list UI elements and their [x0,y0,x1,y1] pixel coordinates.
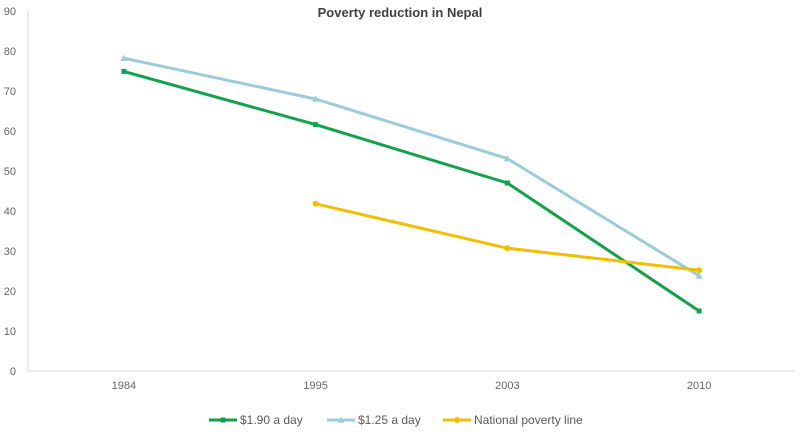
data-point-1-25-a-day [312,95,320,102]
legend-label-1-25-a-day: $1.25 a day [358,413,421,427]
x-tick-label: 1995 [303,380,327,392]
legend-marker-1-25-a-day [337,416,345,423]
data-point-national-poverty-line [696,267,703,274]
x-tick-label: 2010 [687,380,711,392]
y-tick-label: 80 [4,46,16,58]
y-tick-label: 90 [4,6,16,18]
y-tick-label: 20 [4,286,16,298]
data-point-1-90-a-day [313,122,319,128]
y-tick-label: 30 [4,246,16,258]
data-point-1-90-a-day [121,68,127,74]
x-tick-labels: 1984 1995 2003 2010 [112,380,712,392]
legend-label-national-poverty-line: National poverty line [474,413,583,427]
legend: $1.90 a day $1.25 a day National poverty l… [209,413,583,427]
series-line-national-poverty-line [314,202,701,272]
data-point-1-25-a-day [503,155,511,162]
data-point-1-90-a-day [696,308,702,314]
y-tick-label: 60 [4,126,16,138]
x-tick-label: 1984 [112,380,136,392]
chart-title: Poverty reduction in Nepal [318,5,483,20]
y-tick-label: 0 [10,366,16,378]
y-tick-labels: 0 10 20 30 40 50 60 70 80 90 [4,6,16,378]
series-markers [120,54,703,314]
data-point-1-25-a-day [695,272,703,279]
data-point-national-poverty-line [312,200,319,207]
x-tick-label: 2003 [495,380,519,392]
y-tick-label: 50 [4,166,16,178]
y-tick-label: 70 [4,86,16,98]
legend-marker-national-poverty-line [454,417,460,423]
legend-marker-1-90-a-day [220,417,226,423]
y-tick-label: 40 [4,206,16,218]
data-point-1-90-a-day [504,180,510,186]
legend-label-1-90-a-day: $1.90 a day [240,413,303,427]
data-point-1-25-a-day [120,54,128,61]
series-line-1-25-a-day [122,56,701,278]
series-line-1-90-a-day [122,69,701,313]
series-lines [122,56,701,313]
data-point-national-poverty-line [504,245,511,252]
y-tick-label: 10 [4,326,16,338]
